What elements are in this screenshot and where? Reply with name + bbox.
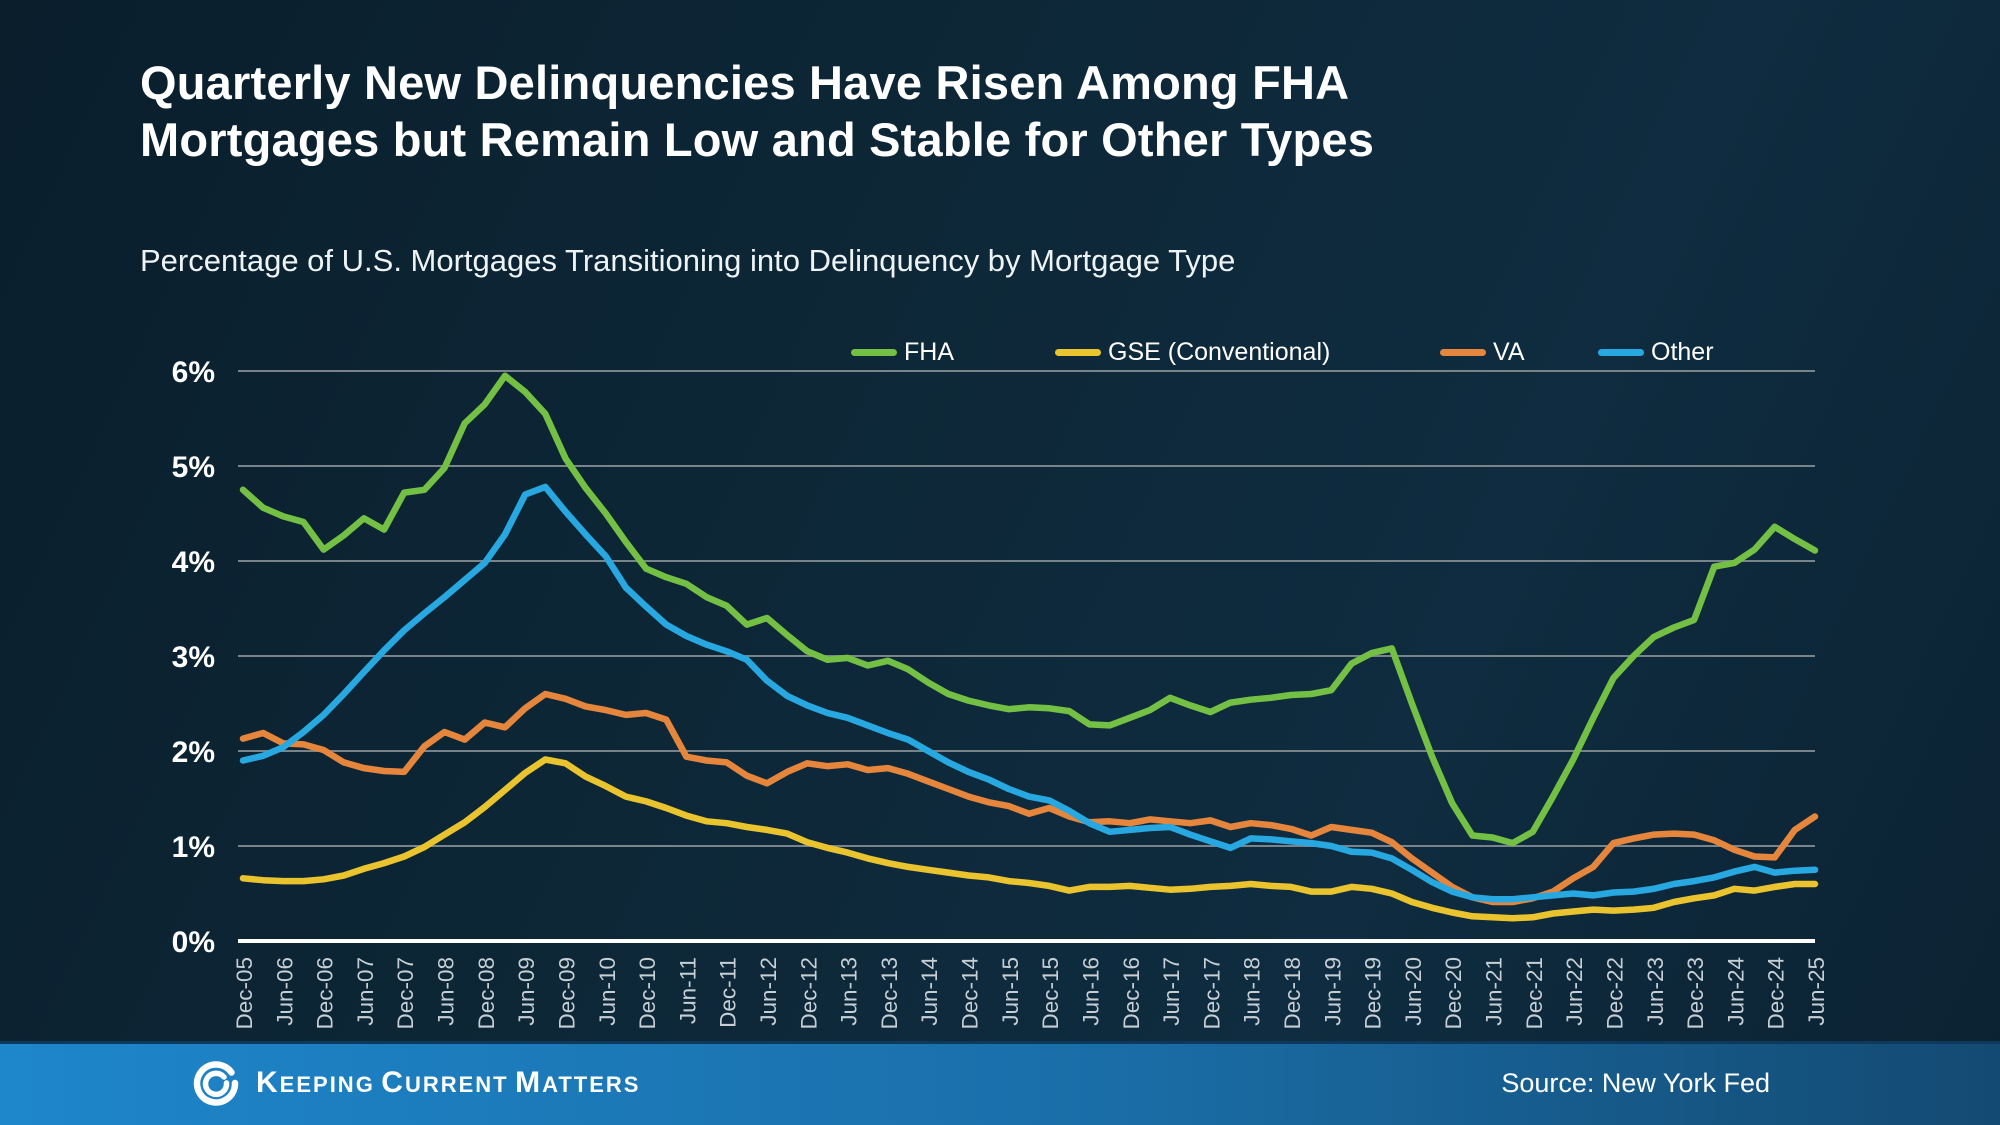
- svg-text:Dec-12: Dec-12: [796, 957, 821, 1030]
- svg-text:1%: 1%: [172, 831, 215, 864]
- svg-text:Jun-12: Jun-12: [756, 957, 781, 1026]
- svg-text:Jun-19: Jun-19: [1320, 957, 1345, 1026]
- svg-text:Jun-14: Jun-14: [917, 957, 942, 1026]
- svg-text:3%: 3%: [172, 641, 215, 674]
- series-line-VA: [239, 690, 1819, 906]
- svg-text:Jun-25: Jun-25: [1804, 957, 1829, 1026]
- svg-text:Jun-18: Jun-18: [1240, 957, 1265, 1026]
- page-subtitle: Percentage of U.S. Mortgages Transitioni…: [140, 243, 1236, 278]
- legend-item-va: VA: [1440, 336, 1525, 368]
- svg-text:Jun-23: Jun-23: [1643, 957, 1668, 1026]
- gse-line-swatch: [1055, 348, 1101, 356]
- svg-text:Dec-19: Dec-19: [1361, 957, 1386, 1030]
- legend-label-gse: GSE (Conventional): [1108, 337, 1331, 366]
- svg-text:Jun-22: Jun-22: [1562, 957, 1587, 1026]
- legend-label-other: Other: [1651, 337, 1714, 366]
- series-line-FHA: [239, 372, 1819, 847]
- svg-text:Jun-17: Jun-17: [1159, 957, 1184, 1026]
- svg-text:Dec-14: Dec-14: [958, 957, 983, 1030]
- svg-text:Dec-15: Dec-15: [1038, 957, 1063, 1030]
- legend-item-gse: GSE (Conventional): [1055, 336, 1330, 368]
- page-title: Quarterly New Delinquencies Have Risen A…: [140, 56, 1375, 166]
- svg-text:Dec-16: Dec-16: [1119, 957, 1144, 1030]
- svg-text:Dec-06: Dec-06: [313, 957, 338, 1030]
- svg-text:Jun-21: Jun-21: [1482, 957, 1507, 1026]
- svg-text:Dec-05: Dec-05: [232, 957, 257, 1030]
- svg-text:Dec-22: Dec-22: [1602, 957, 1627, 1030]
- legend-item-other: Other: [1598, 336, 1714, 368]
- svg-text:Dec-18: Dec-18: [1280, 957, 1305, 1030]
- va-line-swatch: [1440, 348, 1486, 356]
- svg-text:Jun-08: Jun-08: [434, 957, 459, 1026]
- svg-text:Dec-23: Dec-23: [1683, 957, 1708, 1030]
- svg-text:Jun-24: Jun-24: [1723, 957, 1748, 1026]
- fha-line-swatch: [851, 348, 897, 356]
- svg-text:Dec-08: Dec-08: [474, 957, 499, 1030]
- svg-text:0%: 0%: [172, 926, 215, 959]
- svg-text:Jun-13: Jun-13: [837, 957, 862, 1026]
- svg-text:Jun-07: Jun-07: [353, 957, 378, 1026]
- brand-lockup: KEEPING CURRENT MATTERS: [190, 1044, 640, 1122]
- svg-text:Dec-07: Dec-07: [393, 957, 418, 1030]
- svg-text:2%: 2%: [172, 736, 215, 769]
- legend-label-fha: FHA: [904, 337, 954, 366]
- svg-text:Dec-09: Dec-09: [554, 957, 579, 1030]
- series-line-Other: [239, 483, 1819, 903]
- brand-name: KEEPING CURRENT MATTERS: [256, 1066, 641, 1099]
- legend-item-fha: FHA: [851, 336, 954, 368]
- source-text: Source: New York Fed: [1501, 1067, 1770, 1098]
- svg-text:Jun-11: Jun-11: [675, 957, 700, 1024]
- other-line-swatch: [1598, 348, 1644, 356]
- svg-text:4%: 4%: [172, 546, 215, 579]
- svg-text:Jun-20: Jun-20: [1401, 957, 1426, 1026]
- svg-text:Jun-09: Jun-09: [514, 957, 539, 1026]
- svg-text:Dec-13: Dec-13: [877, 957, 902, 1030]
- series-line-GSE-Conventional-: [239, 756, 1819, 922]
- svg-text:5%: 5%: [172, 451, 215, 484]
- footer-bar: KEEPING CURRENT MATTERS Source: New York…: [0, 1041, 2000, 1125]
- svg-text:Dec-11: Dec-11: [716, 957, 741, 1028]
- kcm-swirl-logo-icon: [193, 1061, 239, 1106]
- svg-text:6%: 6%: [172, 356, 215, 389]
- svg-text:Jun-10: Jun-10: [595, 957, 620, 1026]
- svg-text:Dec-24: Dec-24: [1764, 957, 1789, 1030]
- legend-label-va: VA: [1493, 337, 1525, 366]
- svg-text:Dec-10: Dec-10: [635, 957, 660, 1030]
- svg-text:Dec-17: Dec-17: [1199, 957, 1224, 1030]
- svg-text:Jun-16: Jun-16: [1078, 957, 1103, 1026]
- svg-text:Jun-15: Jun-15: [998, 957, 1023, 1026]
- svg-text:Dec-20: Dec-20: [1441, 957, 1466, 1030]
- svg-text:Dec-21: Dec-21: [1522, 957, 1547, 1030]
- svg-text:Jun-06: Jun-06: [272, 957, 297, 1026]
